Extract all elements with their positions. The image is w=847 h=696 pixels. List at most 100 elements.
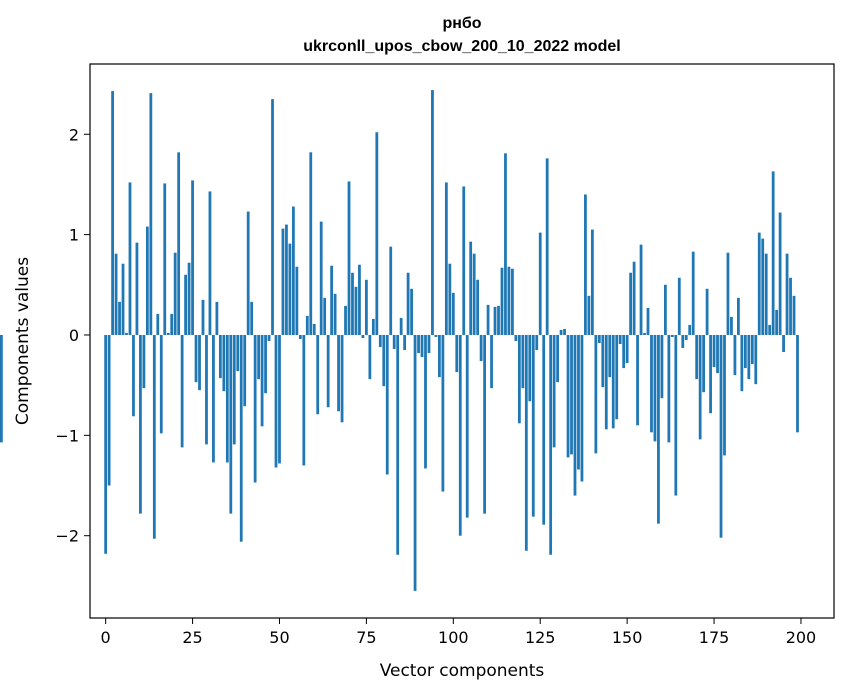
- bar-53: [288, 243, 292, 335]
- bar-undefined: [0, 334, 3, 443]
- bar-165: [677, 277, 681, 335]
- bar-172: [702, 334, 706, 393]
- bar-139: [587, 295, 591, 335]
- bar-42: [250, 301, 254, 335]
- bar-91: [420, 334, 424, 358]
- bar-136: [577, 334, 580, 470]
- bar-149: [622, 334, 626, 369]
- bar-121: [524, 334, 528, 551]
- bar-90: [417, 334, 420, 354]
- bar-104: [465, 334, 469, 518]
- bar-13: [149, 93, 153, 335]
- bar-163: [670, 334, 674, 337]
- bar-168: [688, 324, 692, 335]
- bar-60: [312, 323, 316, 335]
- bar-189: [761, 238, 765, 335]
- bar-39: [239, 334, 243, 542]
- bar-103: [462, 186, 466, 335]
- bar-170: [695, 334, 699, 380]
- bar-184: [743, 334, 747, 369]
- bar-83: [392, 334, 396, 350]
- bar-187: [754, 334, 758, 385]
- bar-145: [608, 334, 612, 378]
- plot-frame: [89, 63, 835, 619]
- bar-9: [135, 242, 139, 335]
- bar-63: [323, 297, 327, 335]
- bar-127: [545, 158, 549, 335]
- bar-125: [538, 232, 542, 335]
- bar-164: [674, 334, 678, 496]
- bar-66: [333, 293, 337, 335]
- bar-87: [406, 272, 410, 335]
- bar-188: [757, 232, 761, 335]
- bar-191: [768, 324, 772, 335]
- x-tick-label: 50: [269, 628, 289, 647]
- bar-30: [208, 191, 212, 335]
- bar-37: [232, 334, 236, 445]
- bar-155: [643, 332, 646, 335]
- y-axis-ticks: −2 −1 0 1 2: [55, 125, 90, 546]
- bar-193: [775, 309, 779, 335]
- bar-148: [618, 334, 622, 345]
- bar-43: [253, 334, 257, 483]
- bar-79: [378, 334, 382, 348]
- bar-97: [441, 334, 445, 492]
- bar-52: [285, 224, 288, 335]
- bar-77: [371, 318, 375, 335]
- bar-180: [730, 316, 733, 335]
- bar-115: [504, 153, 507, 335]
- bar-1: [107, 334, 111, 486]
- bar-123: [531, 334, 535, 517]
- bar-195: [782, 334, 785, 353]
- bar-64: [326, 334, 330, 408]
- bar-111: [490, 334, 493, 389]
- bar-140: [590, 229, 594, 335]
- bar-196: [785, 253, 789, 335]
- bar-94: [431, 90, 434, 335]
- bar-16: [159, 334, 163, 434]
- bar-76: [368, 334, 372, 380]
- x-tick-label: 125: [525, 628, 556, 647]
- bar-27: [198, 334, 201, 391]
- bar-141: [594, 334, 598, 454]
- bar-45: [260, 334, 264, 427]
- bar-176: [716, 334, 719, 374]
- bar-143: [601, 334, 605, 388]
- bar-95: [434, 334, 438, 337]
- x-axis-label: Vector components: [380, 661, 545, 681]
- bar-169: [691, 251, 695, 335]
- bar-134: [570, 334, 573, 455]
- bar-177: [719, 334, 723, 538]
- bar-129: [552, 334, 556, 448]
- bar-80: [382, 334, 386, 387]
- bar-0: [104, 334, 108, 554]
- bar-86: [403, 334, 407, 351]
- bar-96: [438, 334, 441, 378]
- bar-107: [476, 279, 480, 335]
- bar-174: [709, 334, 712, 414]
- bar-18: [166, 332, 170, 335]
- bar-118: [514, 334, 518, 341]
- bar-17: [163, 183, 167, 335]
- bar-11: [142, 334, 146, 389]
- bar-21: [177, 152, 181, 335]
- x-tick-label: 150: [612, 628, 643, 647]
- bar-2: [111, 91, 114, 335]
- y-tick-label: 1: [69, 226, 79, 245]
- bar-41: [246, 211, 250, 335]
- bar-150: [625, 334, 629, 364]
- bar-49: [274, 334, 278, 468]
- bar-38: [236, 334, 240, 372]
- bar-4: [118, 301, 121, 335]
- bar-151: [629, 272, 633, 335]
- bar-56: [298, 334, 302, 339]
- bar-73: [358, 264, 361, 335]
- bar-71: [351, 272, 354, 335]
- bar-144: [604, 334, 608, 430]
- bar-20: [173, 252, 177, 335]
- bar-28: [201, 299, 205, 335]
- bar-25: [191, 180, 194, 335]
- bar-40: [243, 334, 247, 407]
- x-tick-label: 75: [356, 628, 376, 647]
